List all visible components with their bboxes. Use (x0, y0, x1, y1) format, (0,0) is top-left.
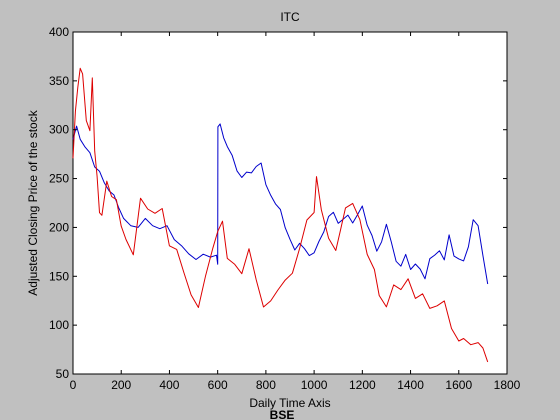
y-tick-label: 350 (49, 74, 69, 88)
x-axis-label: Daily Time Axis (249, 396, 330, 410)
series-line-1 (72, 123, 489, 285)
y-axis-label: Adjusted Closing Price of the stock (26, 109, 40, 295)
x-tick-label: 800 (256, 378, 276, 392)
plot-area (72, 31, 508, 375)
x-tick-label: 1200 (349, 378, 376, 392)
y-tick-label: 400 (49, 25, 69, 39)
x-tick-label: 600 (208, 378, 228, 392)
y-tick-label: 200 (49, 220, 69, 234)
x-tick-label: 1800 (494, 378, 521, 392)
chart-title: ITC (280, 10, 300, 24)
y-tick-label: 250 (49, 172, 69, 186)
y-tick-label: 100 (49, 318, 69, 332)
x-tick-label: 1000 (301, 378, 328, 392)
series-line-2 (72, 67, 489, 363)
x-tick-label: 400 (159, 378, 179, 392)
x-tick-label: 1600 (445, 378, 472, 392)
x-tick-label: 1400 (397, 378, 424, 392)
x-tick-label: 200 (111, 378, 131, 392)
ticks-layer: 0 200 400 600 800 1000 1200 1400 1600 1800 50 100 15… (49, 25, 521, 392)
y-tick-label: 50 (56, 367, 70, 381)
figure-caption: BSE (270, 408, 295, 420)
x-tick-label: 0 (70, 378, 77, 392)
series-layer (72, 67, 489, 363)
y-tick-label: 300 (49, 123, 69, 137)
y-tick-label: 150 (49, 269, 69, 283)
